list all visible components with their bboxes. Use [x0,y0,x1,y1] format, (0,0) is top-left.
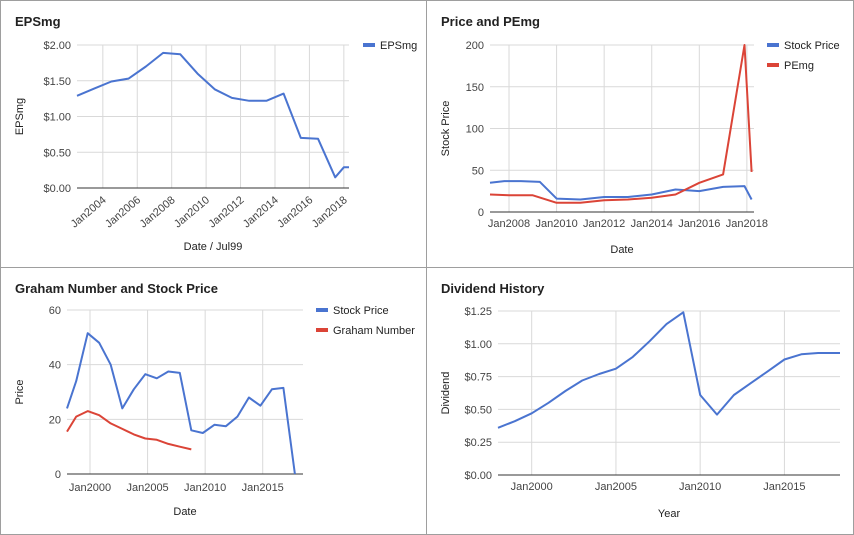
x-tick-label: Jan2000 [69,482,111,494]
x-tick-label: Jan2005 [595,481,637,493]
x-axis-label: Year [658,508,681,520]
chart-panel-price-pemg: Price and PEmg 0 50 100 150 200 Jan2008 Jan2010… [426,0,854,268]
legend-label: Graham Number [333,325,415,337]
x-axis-label: Date [610,244,633,256]
y-tick-label: 0 [55,469,61,481]
y-tick-label: $0.00 [43,183,71,195]
x-tick-label: Jan2018 [310,194,350,230]
legend-label: EPSmg [380,40,417,52]
x-axis-label: Date [173,506,196,518]
x-tick-label: Jan2008 [488,218,530,230]
series-line-stock-price [489,180,753,201]
legend-swatch [316,308,328,312]
x-tick-label: Jan2004 [69,194,109,230]
x-tick-label: Jan2014 [631,218,673,230]
y-tick-label: $0.25 [464,437,492,449]
y-axis-label: EPSmg [14,98,26,135]
y-tick-label: $1.25 [464,306,492,318]
x-tick-label: Jan2012 [583,218,625,230]
x-tick-label: Jan2015 [242,482,284,494]
x-tick-label: Jan2008 [138,194,178,230]
legend-swatch [363,43,375,47]
price-pemg-chart: Price and PEmg 0 50 100 150 200 Jan2008 Jan2010… [440,14,840,256]
y-tick-label: 20 [49,414,61,426]
chart-title: Graham Number and Stock Price [15,281,218,296]
y-tick-label: $0.50 [43,147,71,159]
x-tick-label: Jan2014 [241,194,281,230]
y-tick-label: 200 [466,40,484,52]
y-tick-label: $2.00 [43,40,71,52]
series-line-series [497,311,840,429]
x-tick-label: Jan2010 [184,482,226,494]
x-tick-label: Jan2010 [679,481,721,493]
x-tick-label: Jan2006 [103,194,143,230]
chart-title: Price and PEmg [441,14,540,29]
chart-panel-graham-number: Graham Number and Stock Price 0 20 40 60 Jan2… [0,267,427,535]
y-tick-label: $0.75 [464,372,492,384]
y-tick-label: 40 [49,360,61,372]
y-tick-label: 0 [478,207,484,219]
y-tick-label: $1.00 [43,112,71,124]
y-tick-label: $1.50 [43,76,71,88]
y-axis-label: Stock Price [440,101,452,157]
y-tick-label: 60 [49,305,61,317]
x-tick-label: Jan2016 [678,218,720,230]
x-tick-label: Jan2010 [172,194,212,230]
legend-swatch [767,43,779,47]
epsmg-chart: EPSmg$0.00$0.50$1.00$1.50$2.00Jan2004Jan… [14,14,417,253]
series-line-graham-number [66,410,192,451]
legend-swatch [767,63,779,67]
chart-panel-epsmg: EPSmg $0.00 $0.50 $1.00 $1.50 $2.00 Jan2004 Jan… [0,0,427,268]
x-tick-label: Jan2016 [275,194,315,230]
x-tick-label: Jan2018 [726,218,768,230]
legend-swatch [316,328,328,332]
x-tick-label: Jan2010 [535,218,577,230]
y-axis-label: Dividend [440,372,452,415]
chart-title: Dividend History [441,281,545,296]
legend-label: PEmg [784,60,814,72]
series-line-stock-price [66,332,296,475]
y-tick-label: $0.50 [464,404,492,416]
x-tick-label: Jan2000 [511,481,553,493]
y-tick-label: 100 [466,124,484,136]
x-axis-label: Date / Jul99 [184,241,243,253]
y-tick-label: $0.00 [464,470,492,482]
chart-title: EPSmg [15,14,61,29]
dividend-history-chart: Dividend History $0.00 $0.25 $0.50 $0.75 $1.0… [440,281,840,520]
x-tick-label: Jan2012 [206,194,246,230]
y-axis-label: Price [14,379,26,404]
series-line-pemg [489,44,753,204]
series-line-epsmg [76,51,349,179]
y-tick-label: 50 [472,165,484,177]
legend-label: Stock Price [333,305,389,317]
x-tick-label: Jan2015 [763,481,805,493]
y-tick-label: $1.00 [464,339,492,351]
legend-label: Stock Price [784,40,840,52]
graham-number-chart: Graham Number and Stock Price 0 20 40 60 Jan2… [14,281,415,518]
chart-panel-dividend-history: Dividend History $0.00 $0.25 $0.50 $0.75 $1.0… [426,267,854,535]
y-tick-label: 150 [466,82,484,94]
x-tick-label: Jan2005 [126,482,168,494]
